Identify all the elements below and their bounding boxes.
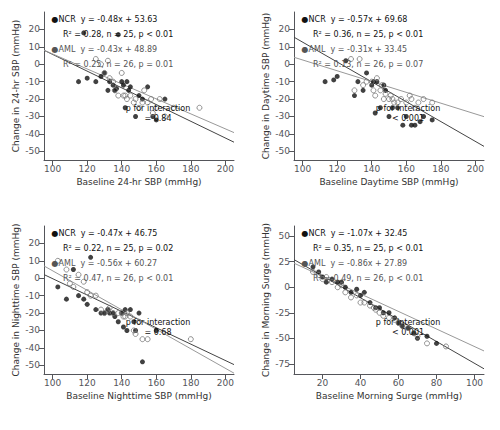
svg-text:-10: -10 <box>275 77 290 87</box>
svg-text:Baseline Daytime SBP (mmHg): Baseline Daytime SBP (mmHg) <box>319 177 458 187</box>
svg-text:100: 100 <box>44 378 61 388</box>
svg-text:100: 100 <box>294 164 311 174</box>
svg-text:R² = 0.47, n = 26, p < 0.01: R² = 0.47, n = 26, p < 0.01 <box>63 274 173 283</box>
svg-text:160: 160 <box>398 164 415 174</box>
svg-text:-30: -30 <box>275 111 290 121</box>
svg-text:R² = 0.22, n = 25, p = 0.02: R² = 0.22, n = 25, p = 0.02 <box>63 244 173 253</box>
svg-text:p for interaction: p for interaction <box>376 318 440 327</box>
svg-text:20: 20 <box>29 24 41 34</box>
svg-text:= 0.68: = 0.68 <box>144 328 171 337</box>
svg-text:R² = 0.13, n = 26, p = 0.07: R² = 0.13, n = 26, p = 0.07 <box>313 60 423 69</box>
svg-text:20: 20 <box>29 238 41 248</box>
svg-text:100: 100 <box>466 378 483 388</box>
svg-text:20: 20 <box>279 24 291 34</box>
svg-text:120: 120 <box>329 164 346 174</box>
svg-text:25: 25 <box>279 257 290 267</box>
svg-text:10: 10 <box>29 42 41 52</box>
svg-text:160: 160 <box>148 164 165 174</box>
svg-text:Change in Morning Surge (mmHg): Change in Morning Surge (mmHg) <box>261 223 271 377</box>
svg-text:-40: -40 <box>25 343 40 353</box>
svg-text:100: 100 <box>44 164 61 174</box>
svg-text:Change in 24-hr SBP (mmHg): Change in 24-hr SBP (mmHg) <box>11 20 21 153</box>
svg-text:-20: -20 <box>25 94 40 104</box>
svg-text:10: 10 <box>279 42 291 52</box>
svg-text:0: 0 <box>284 282 290 292</box>
svg-text:Baseline Morning Surge (mmHg): Baseline Morning Surge (mmHg) <box>316 391 462 401</box>
svg-text:Baseline Nighttime SBP (mmHg): Baseline Nighttime SBP (mmHg) <box>66 391 212 401</box>
svg-text:Baseline 24-hr SBP (mmHg): Baseline 24-hr SBP (mmHg) <box>76 177 201 187</box>
svg-text:-50: -50 <box>275 146 290 156</box>
svg-text:●NCR y = -0.57x + 69.68: ●NCR y = -0.57x + 69.68 <box>302 15 408 24</box>
svg-text:R² = 0.25, n = 26, p = 0.01: R² = 0.25, n = 26, p = 0.01 <box>63 60 173 69</box>
svg-text:-20: -20 <box>25 308 40 318</box>
svg-text:0: 0 <box>284 59 290 69</box>
svg-text:200: 200 <box>217 164 234 174</box>
svg-text:●AML y = -0.56x + 60.27: ●AML y = -0.56x + 60.27 <box>52 259 158 268</box>
svg-text:0: 0 <box>34 59 40 69</box>
svg-text:-40: -40 <box>275 129 290 139</box>
svg-text:-20: -20 <box>275 94 290 104</box>
svg-text:●NCR y = -0.47x + 46.75: ●NCR y = -0.47x + 46.75 <box>52 229 158 238</box>
svg-text:●AML y = -0.43x + 48.89: ●AML y = -0.43x + 48.89 <box>52 45 158 54</box>
svg-text:R² = 0.49, n = 26, p < 0.01: R² = 0.49, n = 26, p < 0.01 <box>313 274 423 283</box>
svg-text:40: 40 <box>355 378 367 388</box>
svg-text:-50: -50 <box>25 146 40 156</box>
svg-text:10: 10 <box>29 256 41 266</box>
svg-text:200: 200 <box>467 164 484 174</box>
svg-text:●AML y = -0.31x + 33.45: ●AML y = -0.31x + 33.45 <box>302 45 408 54</box>
svg-text:p for interaction: p for interaction <box>126 318 190 327</box>
svg-text:120: 120 <box>79 164 96 174</box>
svg-text:140: 140 <box>113 378 130 388</box>
svg-text:80: 80 <box>431 378 443 388</box>
svg-text:p for interaction: p for interaction <box>126 104 190 113</box>
svg-text:R² = 0.28, n = 25, p < 0.01: R² = 0.28, n = 25, p < 0.01 <box>63 30 173 39</box>
svg-text:-40: -40 <box>25 129 40 139</box>
svg-text:< 0.001: < 0.001 <box>392 114 424 123</box>
svg-text:Change in Daytime SBP (mmHg): Change in Daytime SBP (mmHg) <box>261 13 271 160</box>
svg-text:p for interaction: p for interaction <box>376 104 440 113</box>
svg-text:0: 0 <box>34 273 40 283</box>
svg-text:180: 180 <box>182 164 199 174</box>
svg-text:60: 60 <box>393 378 405 388</box>
svg-text:180: 180 <box>182 378 199 388</box>
svg-text:-10: -10 <box>25 77 40 87</box>
svg-text:R² = 0.36, n = 25, p < 0.01: R² = 0.36, n = 25, p < 0.01 <box>313 30 423 39</box>
svg-text:200: 200 <box>217 378 234 388</box>
svg-text:= 0.84: = 0.84 <box>144 114 171 123</box>
svg-text:160: 160 <box>148 378 165 388</box>
svg-text:●NCR y = -0.48x + 53.63: ●NCR y = -0.48x + 53.63 <box>52 15 158 24</box>
svg-text:-25: -25 <box>275 308 290 318</box>
svg-text:140: 140 <box>113 164 130 174</box>
svg-text:-30: -30 <box>25 111 40 121</box>
svg-text:180: 180 <box>432 164 449 174</box>
svg-text:120: 120 <box>79 378 96 388</box>
svg-text:●AML y = -0.86x + 27.89: ●AML y = -0.86x + 27.89 <box>302 259 408 268</box>
svg-text:●NCR y = -1.07x + 32.45: ●NCR y = -1.07x + 32.45 <box>302 229 408 238</box>
svg-text:140: 140 <box>363 164 380 174</box>
svg-text:< 0.001: < 0.001 <box>392 328 424 337</box>
svg-text:-75: -75 <box>275 359 290 369</box>
svg-text:-50: -50 <box>275 333 290 343</box>
svg-text:Change in Nighttime SBP (mmHg): Change in Nighttime SBP (mmHg) <box>11 224 21 377</box>
svg-text:50: 50 <box>279 231 291 241</box>
svg-text:20: 20 <box>317 378 329 388</box>
svg-text:-10: -10 <box>25 291 40 301</box>
svg-text:R² = 0.35, n = 25, p < 0.01: R² = 0.35, n = 25, p < 0.01 <box>313 244 423 253</box>
svg-text:-50: -50 <box>25 360 40 370</box>
svg-text:-30: -30 <box>25 325 40 335</box>
